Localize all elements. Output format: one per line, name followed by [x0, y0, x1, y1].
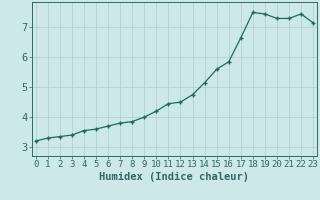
X-axis label: Humidex (Indice chaleur): Humidex (Indice chaleur) — [100, 172, 249, 182]
